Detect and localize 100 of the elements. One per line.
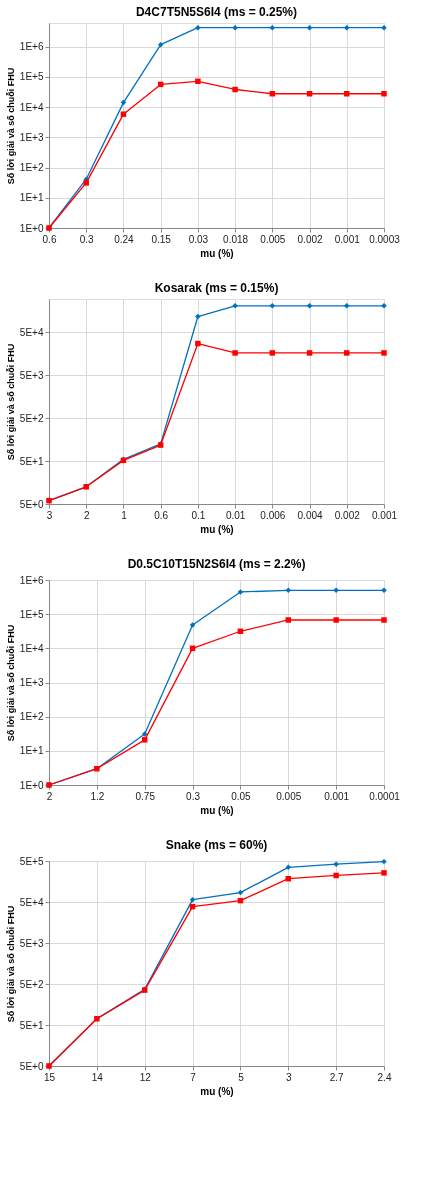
x-tick-label: 0.005 bbox=[276, 790, 302, 802]
point bbox=[285, 864, 292, 871]
x-tick-label: 1.2 bbox=[90, 790, 105, 802]
point bbox=[83, 180, 89, 186]
y-tick-label: 1E+2 bbox=[19, 711, 44, 723]
x-tick-label: 0.001 bbox=[371, 509, 398, 521]
y-tick-label: 5E+4 bbox=[19, 326, 44, 338]
x-tick-label: 1 bbox=[121, 509, 128, 521]
point bbox=[269, 350, 276, 356]
x-tick-label: 15 bbox=[43, 1071, 56, 1083]
x-tick-label: 5 bbox=[238, 1071, 245, 1083]
y-tick-label: 1E+6 bbox=[19, 41, 44, 53]
x-tick-label: 0.24 bbox=[114, 233, 135, 245]
y-tick-label: 5E+0 bbox=[19, 498, 44, 510]
x-tick-label: 0.005 bbox=[260, 233, 286, 245]
y-axis-title: Số lời giải và số chuỗi FHU bbox=[5, 67, 16, 185]
y-tick-label: 5E+3 bbox=[19, 369, 44, 381]
point bbox=[381, 858, 387, 865]
x-tick-label: 0.15 bbox=[151, 233, 172, 245]
y-tick-label: 1E+3 bbox=[19, 677, 44, 688]
point bbox=[141, 731, 148, 737]
x-tick-label: 0.3 bbox=[186, 790, 201, 802]
y-tick-label: 5E+3 bbox=[19, 937, 44, 949]
x-tick-label: 12 bbox=[139, 1071, 152, 1083]
point bbox=[381, 24, 387, 31]
x-axis-title: mu (%) bbox=[200, 1085, 234, 1097]
x-tick-label: 0.05 bbox=[231, 790, 252, 802]
y-tick-label: 1E+1 bbox=[19, 745, 44, 757]
y-tick-label: 1E+6 bbox=[19, 574, 44, 586]
y-tick-label: 1E+1 bbox=[19, 192, 44, 204]
point bbox=[344, 24, 350, 31]
point bbox=[195, 78, 201, 85]
point bbox=[232, 350, 238, 356]
point bbox=[232, 86, 238, 93]
chart-title: Snake (ms = 60%) bbox=[165, 838, 268, 852]
point bbox=[333, 861, 339, 867]
point bbox=[120, 111, 127, 117]
point bbox=[189, 622, 196, 628]
point bbox=[195, 24, 201, 31]
x-axis-title: mu (%) bbox=[200, 523, 234, 535]
point bbox=[333, 617, 339, 623]
point bbox=[381, 587, 387, 594]
x-axis-title: mu (%) bbox=[200, 804, 234, 816]
x-tick-label: 0.0003 bbox=[369, 233, 401, 245]
y-tick-label: 1E+5 bbox=[19, 71, 44, 83]
x-tick-label: 3 bbox=[46, 509, 53, 521]
point bbox=[344, 91, 350, 97]
point bbox=[344, 303, 350, 309]
x-tick-label: 2.7 bbox=[329, 1071, 345, 1083]
x-tick-label: 7 bbox=[190, 1071, 197, 1083]
x-tick-label: 0.018 bbox=[223, 233, 249, 245]
y-tick-label: 5E+0 bbox=[19, 1060, 44, 1072]
x-tick-label: 0.001 bbox=[324, 790, 350, 802]
x-tick-label: 0.002 bbox=[334, 509, 361, 521]
y-tick-label: 5E+4 bbox=[19, 896, 44, 908]
y-tick-label: 1E+3 bbox=[19, 131, 44, 143]
point bbox=[269, 24, 276, 31]
y-tick-label: 5E+5 bbox=[19, 855, 44, 867]
chart-title: D4C7T5N5S6I4 (ms = 0.25%) bbox=[135, 5, 298, 19]
point bbox=[381, 91, 387, 97]
y-axis-title: Số lời giải và số chuỗi FHU bbox=[5, 343, 16, 461]
point bbox=[141, 737, 148, 743]
y-tick-label: 1E+0 bbox=[19, 222, 44, 234]
x-tick-label: 14 bbox=[91, 1071, 104, 1083]
x-tick-label: 2 bbox=[46, 790, 53, 802]
point bbox=[285, 617, 292, 623]
point bbox=[306, 303, 313, 309]
x-tick-label: 0.75 bbox=[135, 790, 156, 802]
x-tick-label: 0.006 bbox=[260, 509, 286, 521]
point bbox=[232, 303, 238, 309]
y-tick-label: 1E+0 bbox=[19, 779, 44, 791]
x-tick-label: 0.03 bbox=[188, 233, 209, 245]
x-tick-label: 0.3 bbox=[79, 233, 95, 245]
point bbox=[344, 350, 350, 356]
point bbox=[232, 24, 238, 31]
point bbox=[195, 340, 201, 347]
point bbox=[381, 870, 387, 876]
x-tick-label: 0.01 bbox=[225, 509, 246, 521]
y-axis-title: Số lời giải và số chuỗi FHU bbox=[5, 624, 16, 742]
x-axis-title: mu (%) bbox=[200, 247, 234, 259]
chart-title: D0.5C10T15N2S6I4 (ms = 2.2%) bbox=[127, 557, 306, 571]
x-tick-label: 0.0001 bbox=[369, 790, 401, 802]
point bbox=[285, 587, 292, 594]
x-tick-label: 0.6 bbox=[42, 233, 57, 245]
point bbox=[237, 589, 244, 595]
point bbox=[157, 41, 164, 48]
point bbox=[333, 872, 339, 879]
y-tick-label: 1E+4 bbox=[19, 101, 44, 113]
x-tick-label: 3 bbox=[286, 1071, 292, 1083]
point bbox=[306, 350, 313, 356]
x-tick-label: 2.4 bbox=[377, 1071, 392, 1083]
point bbox=[333, 587, 339, 594]
point bbox=[269, 303, 276, 309]
y-tick-label: 1E+5 bbox=[19, 608, 44, 620]
x-tick-label: 0.1 bbox=[191, 509, 206, 521]
y-tick-label: 5E+1 bbox=[19, 1019, 44, 1031]
x-tick-label: 0.6 bbox=[154, 509, 169, 521]
point bbox=[381, 350, 387, 356]
y-axis-title: Số lời giải và số chuỗi FHU bbox=[5, 905, 16, 1023]
chart-title: Kosarak (ms = 0.15%) bbox=[154, 281, 279, 295]
